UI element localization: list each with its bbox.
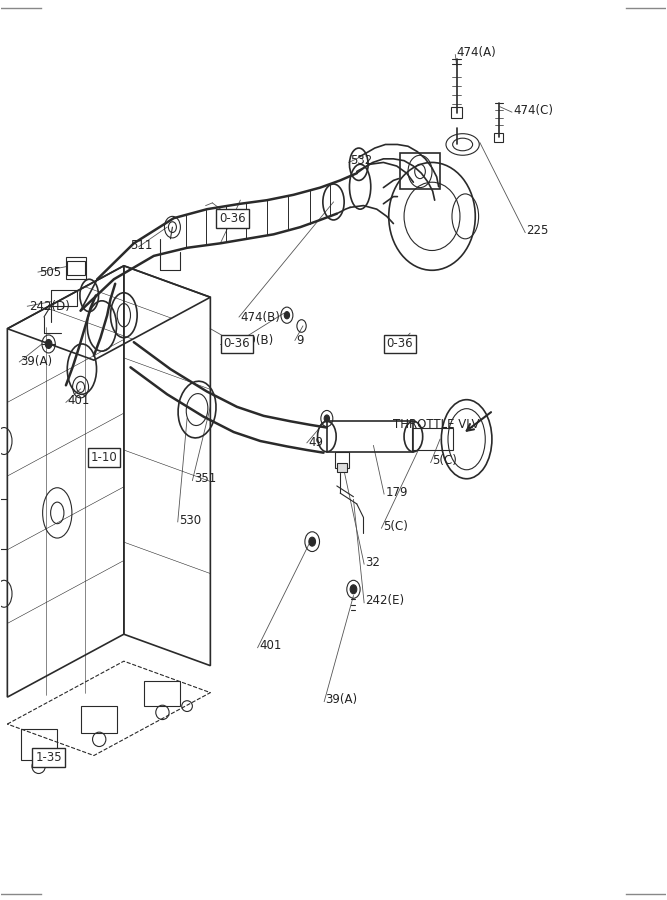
Ellipse shape [45,339,52,348]
Text: 242(E): 242(E) [366,595,405,608]
Text: 225: 225 [526,224,549,238]
Text: 39(B): 39(B) [241,334,274,346]
Bar [327,421,414,452]
Text: 5(C): 5(C) [432,454,457,467]
Text: 401: 401 [259,639,281,652]
Ellipse shape [284,311,289,319]
Ellipse shape [324,415,329,422]
Ellipse shape [350,585,357,594]
Bar [81,706,117,733]
Text: 505: 505 [39,266,61,279]
Text: 474(C): 474(C) [513,104,553,117]
Bar [452,107,462,118]
Text: 474(A): 474(A) [457,46,496,59]
Text: 0-36: 0-36 [219,212,245,225]
Bar [412,428,454,450]
Text: 474(B): 474(B) [240,310,280,323]
Bar [338,463,347,472]
Text: 401: 401 [67,394,89,407]
Ellipse shape [309,537,315,546]
Text: 0-36: 0-36 [223,338,250,350]
Bar [21,729,57,760]
Bar [67,261,85,274]
Bar [494,133,503,142]
Text: 242(D): 242(D) [29,300,69,312]
Text: 32: 32 [366,556,380,569]
Text: 511: 511 [131,238,153,252]
Text: 1-10: 1-10 [91,451,117,464]
Text: 530: 530 [179,514,201,526]
Text: THROTTLE VLV: THROTTLE VLV [394,418,480,431]
Text: 0-36: 0-36 [387,338,414,350]
Text: 1-35: 1-35 [35,751,62,764]
Text: 179: 179 [386,486,408,499]
Text: 9: 9 [296,334,303,346]
Text: 39(A): 39(A) [325,693,358,706]
Bar [144,681,180,706]
Bar [400,154,440,189]
Text: 39(A): 39(A) [21,356,53,368]
Text: 532: 532 [350,154,372,167]
Bar [66,256,86,279]
Text: 5(C): 5(C) [383,520,408,533]
Text: 351: 351 [193,472,216,485]
Bar [335,452,350,468]
Text: 49: 49 [308,436,323,449]
